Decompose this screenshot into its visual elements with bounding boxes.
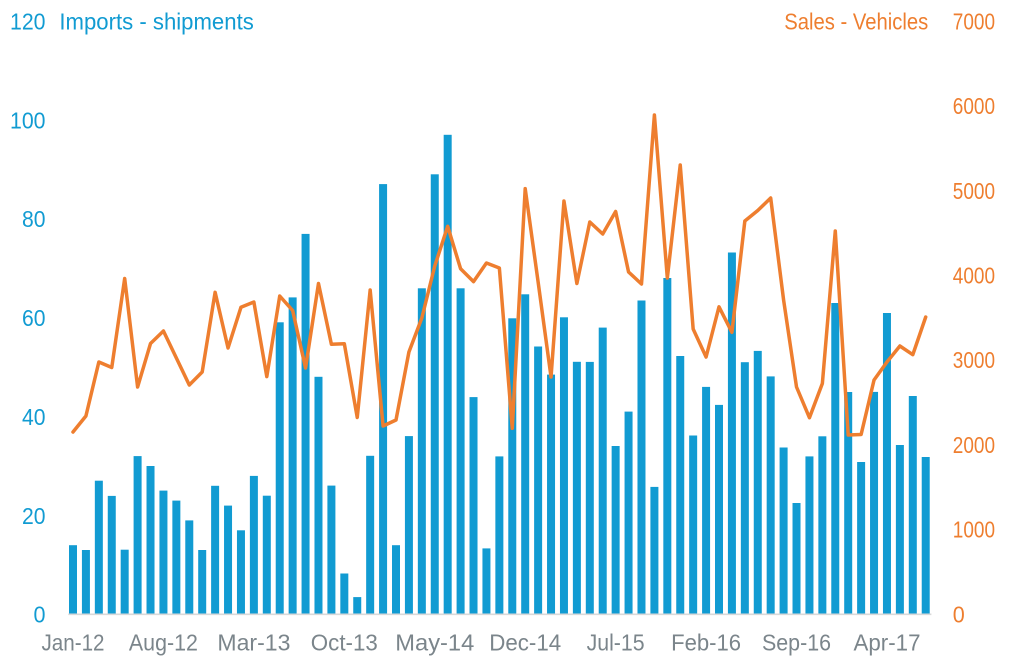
svg-text:100: 100 (10, 107, 46, 133)
svg-text:7000: 7000 (953, 9, 995, 35)
svg-text:Dec-14: Dec-14 (489, 630, 561, 656)
svg-text:0: 0 (953, 601, 965, 627)
svg-text:120: 120 (10, 9, 46, 35)
svg-text:Oct-13: Oct-13 (311, 630, 378, 656)
svg-text:6000: 6000 (953, 93, 995, 119)
svg-text:Sep-16: Sep-16 (762, 630, 831, 656)
svg-text:20: 20 (22, 503, 46, 529)
svg-text:Apr-17: Apr-17 (854, 630, 921, 656)
svg-text:5000: 5000 (953, 178, 995, 204)
svg-text:Jan-12: Jan-12 (42, 630, 105, 656)
svg-text:0: 0 (34, 602, 46, 628)
svg-text:Feb-16: Feb-16 (671, 630, 741, 656)
svg-text:60: 60 (22, 305, 46, 331)
svg-text:80: 80 (22, 206, 46, 232)
svg-text:1000: 1000 (953, 517, 995, 543)
svg-text:4000: 4000 (953, 263, 995, 289)
svg-text:Imports - shipments: Imports - shipments (59, 9, 253, 35)
svg-text:40: 40 (22, 404, 46, 430)
svg-text:2000: 2000 (953, 432, 995, 458)
svg-text:Aug-12: Aug-12 (129, 630, 198, 656)
svg-text:May-14: May-14 (395, 630, 474, 656)
svg-text:3000: 3000 (953, 347, 995, 373)
svg-text:Mar-13: Mar-13 (217, 630, 290, 656)
svg-text:Sales - Vehicles: Sales - Vehicles (784, 9, 928, 35)
svg-text:Jul-15: Jul-15 (587, 630, 645, 656)
